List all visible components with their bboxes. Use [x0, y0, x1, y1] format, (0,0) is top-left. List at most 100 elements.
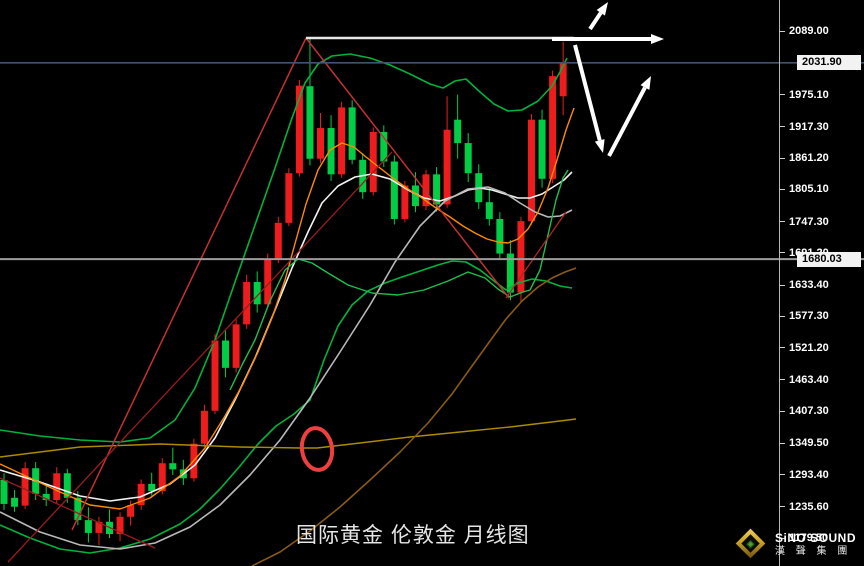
overlay-ma-gray-slow: [0, 186, 573, 550]
price-tick-label: 1235.60: [789, 500, 829, 513]
arrow-up-small-head: [596, 2, 608, 16]
price-axis-line: [779, 0, 780, 566]
price-tick-dash: [779, 379, 785, 381]
candle-up: [264, 259, 272, 305]
candle-down: [63, 473, 71, 498]
overlay-bollinger-lower: [0, 260, 573, 554]
candle-down: [538, 119, 546, 179]
candle-up: [517, 221, 525, 293]
candle-up: [528, 119, 535, 222]
candle-up: [422, 174, 430, 207]
candle-up: [549, 76, 557, 179]
overlay-ma-green-mid: [229, 169, 569, 391]
candle-up: [401, 185, 409, 219]
current-price-badge: 2031.90: [797, 55, 861, 71]
candle-down: [148, 483, 156, 492]
candle-down: [169, 463, 177, 470]
price-tick-dash: [779, 474, 785, 476]
candle-up: [21, 468, 29, 506]
trendline-ascending-steep: [71, 37, 307, 531]
candle-down: [84, 520, 92, 533]
candle-up: [200, 410, 208, 444]
sino-sound-diamond-icon: [735, 528, 766, 559]
price-tick-label: 1521.20: [789, 341, 829, 354]
arrow-down-diagonal-head: [594, 139, 605, 153]
price-tick-dash: [779, 94, 785, 96]
candle-down: [11, 497, 19, 507]
price-tick-label: 1463.40: [789, 373, 829, 386]
candle-up: [295, 85, 303, 174]
price-tick-label: 1349.50: [789, 437, 829, 450]
candle-up: [95, 521, 103, 533]
candle-down: [348, 107, 356, 160]
candle-down: [464, 143, 472, 174]
candle-down: [454, 119, 462, 144]
price-tick-label: 1179.50: [789, 532, 829, 545]
arrow-right-horizontal-head: [651, 34, 664, 44]
price-tick-dash: [779, 188, 785, 190]
price-tick-label: 1975.10: [789, 88, 829, 101]
candle-down: [42, 493, 50, 501]
trendline-descending-main: [305, 37, 510, 299]
red-circle-annotation: [299, 426, 335, 472]
candle-down: [411, 185, 419, 207]
support-level-badge: 1680.03: [797, 251, 861, 267]
arrow-up-diagonal: [607, 86, 647, 157]
candle-up: [243, 281, 251, 325]
price-tick-dash: [779, 221, 785, 223]
price-tick-dash: [779, 410, 785, 412]
candle-up: [211, 340, 219, 411]
price-tick-dash: [779, 157, 785, 159]
price-tick-label: 1747.30: [789, 215, 829, 228]
candle-down: [222, 340, 230, 368]
candle-up: [338, 107, 346, 175]
price-tick-dash: [779, 506, 785, 508]
price-tick-label: 1805.10: [789, 183, 829, 196]
price-tick-dash: [779, 442, 785, 444]
arrow-down-diagonal: [573, 44, 602, 141]
candles-group: [0, 38, 567, 546]
price-tick-label: 1577.30: [789, 310, 829, 323]
candle-down: [253, 281, 261, 305]
watermark-brand-cn: 漢 聲 集 團: [774, 545, 852, 557]
arrow-up-small: [588, 11, 603, 31]
price-tick-label: 1917.30: [789, 120, 829, 133]
price-tick-label: 1293.40: [789, 468, 829, 481]
overlay-ma-brown: [251, 267, 577, 566]
price-tick-dash: [779, 537, 785, 539]
price-tick-dash: [779, 126, 785, 128]
candle-down: [74, 497, 82, 521]
watermark-brand-en: SiNO SOUND: [774, 530, 856, 545]
overlay-ma-dark-yellow: [0, 418, 577, 458]
price-tick-dash: [779, 284, 785, 286]
overlay-ma-orange: [0, 107, 575, 510]
price-tick-dash: [779, 315, 785, 317]
candle-down: [0, 479, 8, 504]
price-tick-dash: [779, 347, 785, 349]
candle-up: [53, 473, 61, 501]
candle-down: [506, 253, 514, 293]
candle-down: [496, 218, 504, 254]
trendline-descending-left: [0, 477, 156, 549]
trendline-ascending-shallow: [7, 151, 393, 563]
candle-up: [137, 483, 145, 506]
candle-down: [485, 202, 493, 219]
candle-up: [232, 324, 240, 368]
price-tick-label: 2089.00: [789, 25, 829, 37]
candle-down: [433, 174, 441, 205]
candle-down: [390, 161, 398, 219]
candle-up: [274, 222, 282, 260]
price-tick-label: 1861.20: [789, 152, 829, 165]
candle-up: [158, 463, 166, 492]
candle-down: [327, 128, 335, 175]
candle-up: [285, 173, 293, 223]
candle-up: [317, 128, 324, 159]
watermark-logo: SiNO SOUND 漢 聲 集 團: [735, 528, 856, 560]
trendline-ascending-right-short: [505, 211, 567, 299]
candle-down: [380, 131, 388, 162]
arrow-up-diagonal-head: [640, 76, 651, 90]
overlay-bollinger-upper: [0, 53, 568, 443]
price-tick-label: 1633.40: [789, 279, 829, 292]
